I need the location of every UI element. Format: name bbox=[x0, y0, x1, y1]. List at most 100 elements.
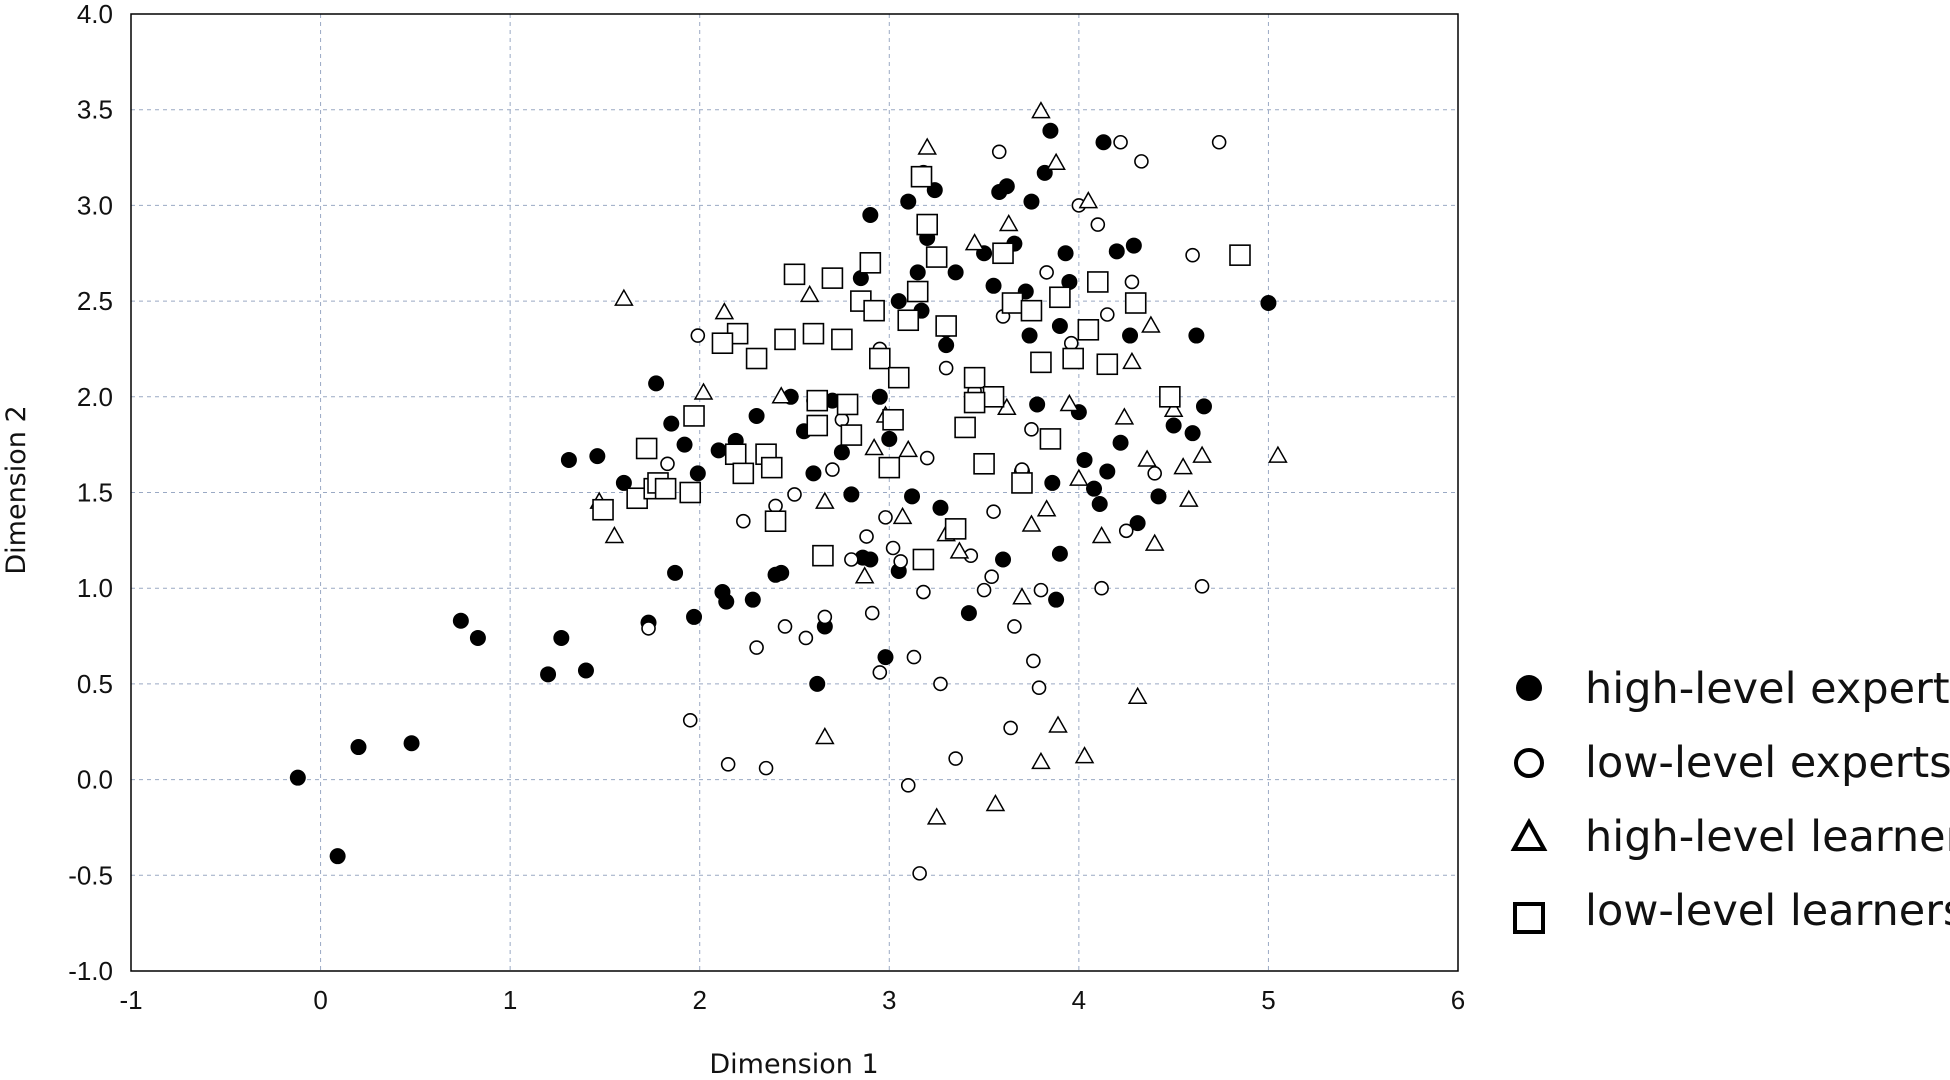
legend-label: low-level learners bbox=[1585, 886, 1950, 936]
x-tick-label: 3 bbox=[882, 985, 896, 1015]
data-point bbox=[1039, 428, 1062, 450]
data-point bbox=[689, 465, 706, 482]
legend-label: high-level experts bbox=[1585, 664, 1950, 714]
data-point bbox=[910, 165, 933, 188]
data-point bbox=[1260, 295, 1277, 312]
data-point bbox=[906, 280, 929, 303]
data-point bbox=[802, 322, 825, 345]
data-point bbox=[1229, 244, 1251, 266]
legend-label: high-level learners bbox=[1585, 812, 1950, 862]
data-point bbox=[714, 302, 735, 320]
data-point bbox=[682, 712, 698, 728]
data-point bbox=[648, 375, 665, 392]
data-point bbox=[1061, 273, 1078, 290]
data-point bbox=[1076, 451, 1093, 468]
x-tick-label: 1 bbox=[503, 985, 517, 1015]
data-point bbox=[1195, 398, 1212, 415]
data-point bbox=[948, 751, 963, 766]
data-point bbox=[1095, 134, 1112, 151]
data-point bbox=[938, 360, 954, 376]
data-point bbox=[912, 548, 935, 571]
data-point bbox=[540, 666, 557, 683]
data-point bbox=[1099, 463, 1116, 480]
data-point bbox=[882, 408, 904, 431]
data-point bbox=[1003, 720, 1018, 736]
data-point bbox=[1049, 286, 1071, 309]
y-tick-label: -0.5 bbox=[68, 860, 113, 890]
data-point bbox=[991, 184, 1008, 201]
data-point bbox=[614, 288, 634, 306]
y-tick-label: -1.0 bbox=[68, 956, 113, 986]
data-point bbox=[777, 619, 793, 634]
data-point bbox=[986, 504, 1001, 519]
data-point bbox=[676, 436, 693, 453]
data-point bbox=[900, 193, 917, 210]
data-point bbox=[1021, 327, 1038, 344]
data-point bbox=[872, 665, 888, 680]
data-point bbox=[1030, 351, 1052, 374]
data-point bbox=[938, 337, 955, 354]
data-point bbox=[916, 584, 931, 600]
data-point bbox=[897, 309, 920, 332]
y-tick-label: 1.0 bbox=[77, 573, 113, 603]
data-point bbox=[1048, 715, 1068, 733]
data-point bbox=[679, 481, 702, 504]
data-point bbox=[1077, 319, 1100, 341]
data-point bbox=[809, 675, 826, 692]
data-point bbox=[592, 498, 614, 521]
data-point bbox=[1090, 217, 1106, 232]
y-tick-label: 4.0 bbox=[77, 0, 113, 29]
data-point bbox=[805, 465, 822, 482]
data-point bbox=[1033, 582, 1049, 598]
data-point bbox=[859, 529, 874, 544]
data-point bbox=[925, 246, 948, 268]
data-point bbox=[1021, 514, 1042, 532]
data-point bbox=[852, 270, 869, 287]
data-point bbox=[1059, 393, 1080, 412]
data-point bbox=[824, 392, 841, 409]
data-point bbox=[812, 544, 834, 567]
data-point bbox=[1122, 351, 1142, 370]
x-tick-label: 5 bbox=[1261, 985, 1275, 1015]
data-point bbox=[815, 491, 835, 509]
data-point bbox=[1099, 307, 1115, 322]
data-points bbox=[289, 101, 1288, 881]
data-point bbox=[1057, 245, 1074, 262]
data-point bbox=[760, 456, 783, 479]
data-point bbox=[963, 391, 986, 414]
data-point bbox=[799, 284, 820, 303]
y-tick-label: 2.0 bbox=[77, 382, 113, 412]
data-point bbox=[892, 506, 913, 525]
data-point bbox=[887, 366, 910, 389]
open-circle-icon bbox=[1514, 748, 1544, 778]
data-point bbox=[864, 437, 884, 456]
open-triangle-icon bbox=[1510, 817, 1548, 851]
data-point bbox=[821, 267, 844, 289]
data-point bbox=[748, 407, 765, 424]
data-point bbox=[963, 366, 986, 389]
data-point bbox=[954, 416, 976, 439]
data-point bbox=[1108, 243, 1125, 260]
x-tick-label: -1 bbox=[119, 985, 142, 1015]
data-point bbox=[589, 448, 606, 465]
data-point bbox=[1029, 396, 1046, 413]
data-point bbox=[1150, 488, 1167, 505]
data-point bbox=[935, 315, 957, 337]
data-point bbox=[1179, 489, 1199, 507]
data-point bbox=[890, 293, 907, 310]
x-axis-tick-labels: -1 0 1 2 3 4 5 6 bbox=[119, 985, 1465, 1015]
data-point bbox=[787, 487, 802, 502]
data-point bbox=[1031, 101, 1051, 119]
data-point bbox=[949, 541, 970, 559]
data-point bbox=[1185, 247, 1200, 263]
data-point bbox=[1094, 580, 1109, 596]
data-point bbox=[817, 609, 833, 625]
data-point bbox=[749, 640, 764, 655]
x-tick-label: 0 bbox=[313, 985, 327, 1015]
y-tick-label: 0.0 bbox=[77, 765, 113, 795]
data-point bbox=[881, 430, 898, 447]
y-tick-label: 1.5 bbox=[77, 478, 113, 508]
data-point bbox=[635, 437, 658, 460]
data-point bbox=[452, 612, 469, 629]
series-low-level-experts bbox=[641, 134, 1227, 881]
